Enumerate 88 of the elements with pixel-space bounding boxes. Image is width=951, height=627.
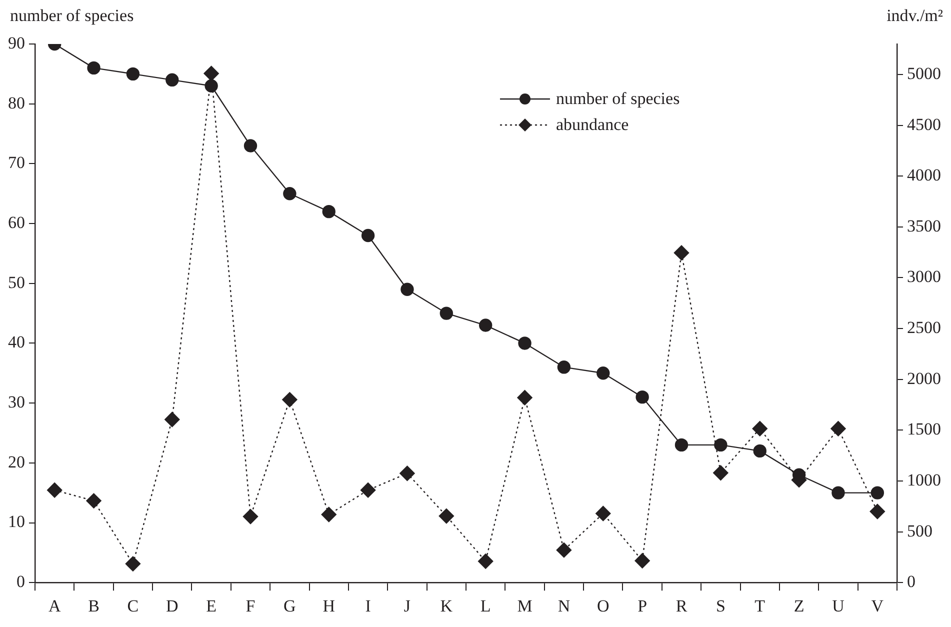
y-tick-label: 0 <box>16 572 25 592</box>
point <box>596 366 610 380</box>
point <box>46 482 62 498</box>
point <box>166 73 179 87</box>
point <box>870 504 886 520</box>
x-tick-label: J <box>404 596 411 616</box>
x-tick-label: E <box>206 596 217 616</box>
y2-tick-label: 0 <box>907 572 916 592</box>
point <box>125 556 141 572</box>
point <box>714 438 728 452</box>
x-tick-label: F <box>246 596 256 616</box>
y2-tick-label: 1500 <box>907 420 941 439</box>
point <box>832 486 845 500</box>
point <box>87 61 100 75</box>
y2-tick-label: 1000 <box>907 470 941 490</box>
y-tick-label: 90 <box>8 33 25 52</box>
x-tick-label: S <box>716 596 726 616</box>
point <box>244 139 258 152</box>
x-tick-label: C <box>127 596 139 616</box>
point <box>478 554 494 569</box>
y-tick-label: 80 <box>8 93 25 112</box>
y2-tick-label: 5000 <box>907 64 941 83</box>
point <box>478 318 492 332</box>
y-axis-title: number of species <box>10 6 134 26</box>
point <box>361 228 375 242</box>
x-tick-label: M <box>517 596 532 616</box>
point <box>556 542 572 558</box>
point <box>322 204 336 218</box>
point <box>126 67 140 81</box>
y2-tick-label: 4500 <box>907 114 941 134</box>
x-tick-label: K <box>440 596 454 616</box>
point <box>282 392 298 408</box>
x-tick-label: P <box>638 596 648 616</box>
point <box>360 482 376 498</box>
point <box>674 245 690 260</box>
point <box>752 421 768 436</box>
point <box>713 465 728 480</box>
point <box>242 508 258 524</box>
point <box>164 412 180 428</box>
x-tick-label: R <box>676 596 688 616</box>
x-tick-label: L <box>480 596 491 616</box>
y-tick-label: 30 <box>8 392 25 412</box>
point <box>204 66 219 82</box>
point <box>518 336 532 350</box>
x-tick-label: V <box>871 596 884 616</box>
point <box>438 508 454 524</box>
y-tick-label: 20 <box>8 452 25 472</box>
y-tick-label: 10 <box>8 512 25 532</box>
legend-label: abundance <box>556 114 629 136</box>
x-tick-label: D <box>166 596 178 616</box>
y2-tick-label: 2000 <box>907 368 941 388</box>
x-tick-label: U <box>832 596 844 616</box>
x-tick-label: N <box>558 596 570 616</box>
x-tick-label: B <box>88 596 100 616</box>
point <box>86 493 102 508</box>
y2-tick-label: 4000 <box>907 166 941 185</box>
point <box>870 486 884 500</box>
y2-tick-label: 2500 <box>907 318 941 338</box>
point <box>674 438 688 452</box>
y2-tick-label: 3500 <box>907 216 941 236</box>
point <box>283 187 296 200</box>
x-tick-label: A <box>48 596 62 616</box>
x-tick-label: I <box>365 596 372 616</box>
point <box>830 421 846 436</box>
legend-label: number of species <box>556 88 680 110</box>
x-tick-label: T <box>754 596 766 616</box>
point <box>517 390 532 406</box>
x-tick-label: H <box>322 596 336 616</box>
y2-tick-label: 500 <box>907 521 932 540</box>
point <box>634 553 650 568</box>
point <box>636 390 649 404</box>
point <box>321 506 336 522</box>
x-tick-label: G <box>284 596 296 616</box>
point <box>204 79 218 92</box>
point <box>400 282 414 296</box>
point <box>596 506 611 522</box>
y-tick-label: 40 <box>8 332 25 352</box>
point <box>557 360 571 374</box>
y2-axis-title: indv./m² <box>886 6 943 26</box>
x-tick-label: O <box>596 596 610 616</box>
point <box>400 466 415 481</box>
x-tick-label: Z <box>794 596 804 616</box>
y-tick-label: 50 <box>8 272 25 292</box>
y2-tick-label: 3000 <box>907 267 941 286</box>
point <box>440 306 454 320</box>
y-tick-label: 60 <box>8 213 25 232</box>
y-tick-label: 70 <box>8 153 25 172</box>
point <box>753 444 766 458</box>
